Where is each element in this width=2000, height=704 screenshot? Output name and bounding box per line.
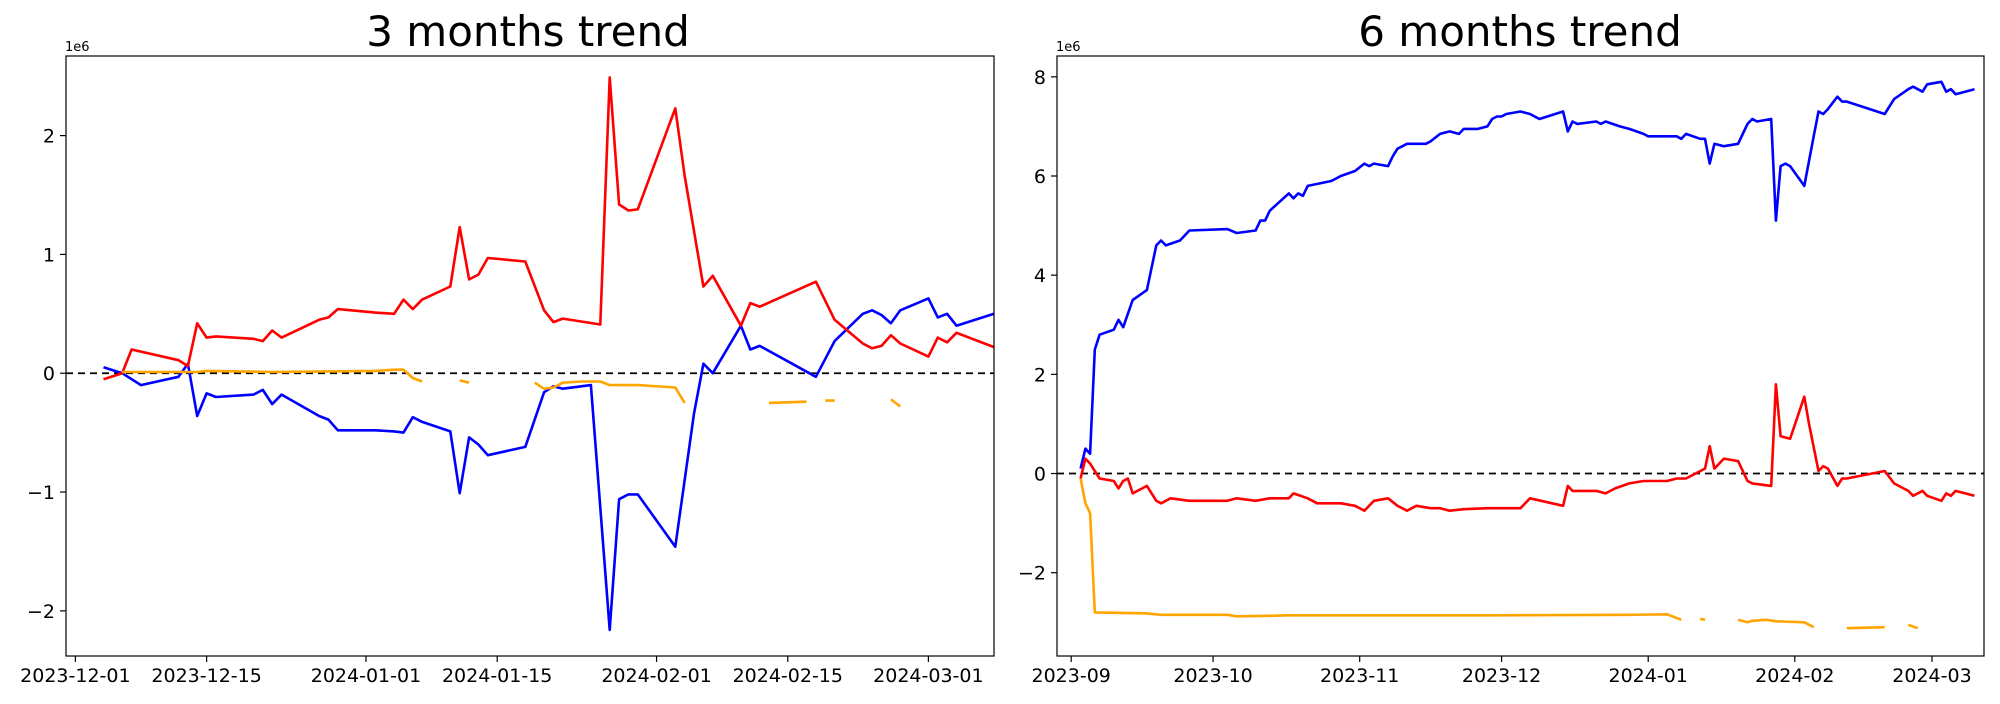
series-line-orange [1079,478,1919,630]
plot-frame [65,55,995,657]
x-tick-label: 2023-12-15 [151,665,261,687]
chart-3-months: 3 months trend 1e6 2023-12-01 2023-12-15 2… [20,7,995,687]
x-tick-label: 2024-02 [1755,665,1834,687]
y-tick-label: 2 [43,126,55,148]
y-tick-label: −2 [27,601,55,623]
x-tick-label: 2023-12-01 [20,665,130,687]
x-tick-label: 2023-12 [1462,665,1541,687]
y-axis-multiplier-label: 1e6 [65,40,90,55]
chart-title: 6 months trend [1358,7,1682,56]
x-tick-label: 2023-09 [1031,665,1110,687]
chart-6-months: 6 months trend 1e6 2023-09 2023-10 2023-11… [1018,7,1985,687]
y-tick-label: −2 [1018,563,1046,585]
y-axis-multiplier-label: 1e6 [1056,40,1081,55]
y-tick-label: 0 [43,363,55,385]
series-line-orange [122,368,902,408]
x-tick-label: 2024-01 [1609,665,1688,687]
x-tick-label: 2023-10 [1173,665,1252,687]
y-tick-label: 0 [1034,464,1046,486]
x-tick-label: 2024-02-15 [733,665,843,687]
chart-title: 3 months trend [366,7,690,56]
x-tick-label: 2024-02-01 [601,665,711,687]
x-tick-label: 2024-01-01 [311,665,421,687]
y-tick-label: −1 [27,482,55,504]
x-tick-label: 2024-01-15 [442,665,552,687]
series-line-red [1079,383,1975,512]
series-line-blue [103,297,995,632]
series-line-blue [1079,80,1975,469]
x-tick-label: 2024-03 [1892,665,1971,687]
y-tick-label: 8 [1034,67,1046,89]
y-tick-label: 1 [43,244,55,266]
y-tick-label: 6 [1034,166,1046,188]
y-tick-label: 4 [1034,265,1046,287]
series-line-red [103,76,995,381]
x-tick-label: 2023-11 [1320,665,1399,687]
plot-frame [1056,55,1985,657]
x-tick-label: 2024-03-01 [873,665,983,687]
y-tick-label: 2 [1034,364,1046,386]
